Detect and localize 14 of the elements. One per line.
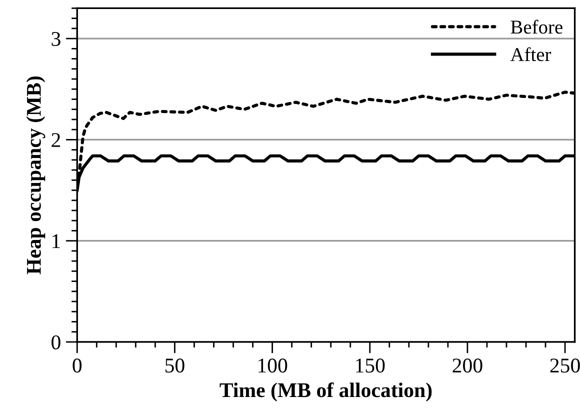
legend-label: After bbox=[510, 47, 552, 62]
legend-label: Before bbox=[510, 20, 562, 34]
y-tick-label: 2 bbox=[52, 133, 60, 147]
x-tick-label: 0 bbox=[72, 358, 82, 373]
y-axis-title: Heap occupancy (MB) bbox=[26, 76, 46, 274]
y-tick-label: 0 bbox=[52, 335, 60, 350]
y-tick-label: 1 bbox=[52, 234, 60, 248]
x-tick-label: 100 bbox=[258, 358, 288, 373]
x-tick-label: 200 bbox=[452, 358, 482, 373]
x-tick-label: 50 bbox=[166, 358, 184, 373]
y-tick-label: 3 bbox=[52, 32, 60, 46]
x-tick-label: 150 bbox=[356, 358, 385, 373]
x-axis-title: Time (MB of allocation) bbox=[220, 382, 432, 402]
x-tick-label: 250 bbox=[550, 358, 580, 373]
